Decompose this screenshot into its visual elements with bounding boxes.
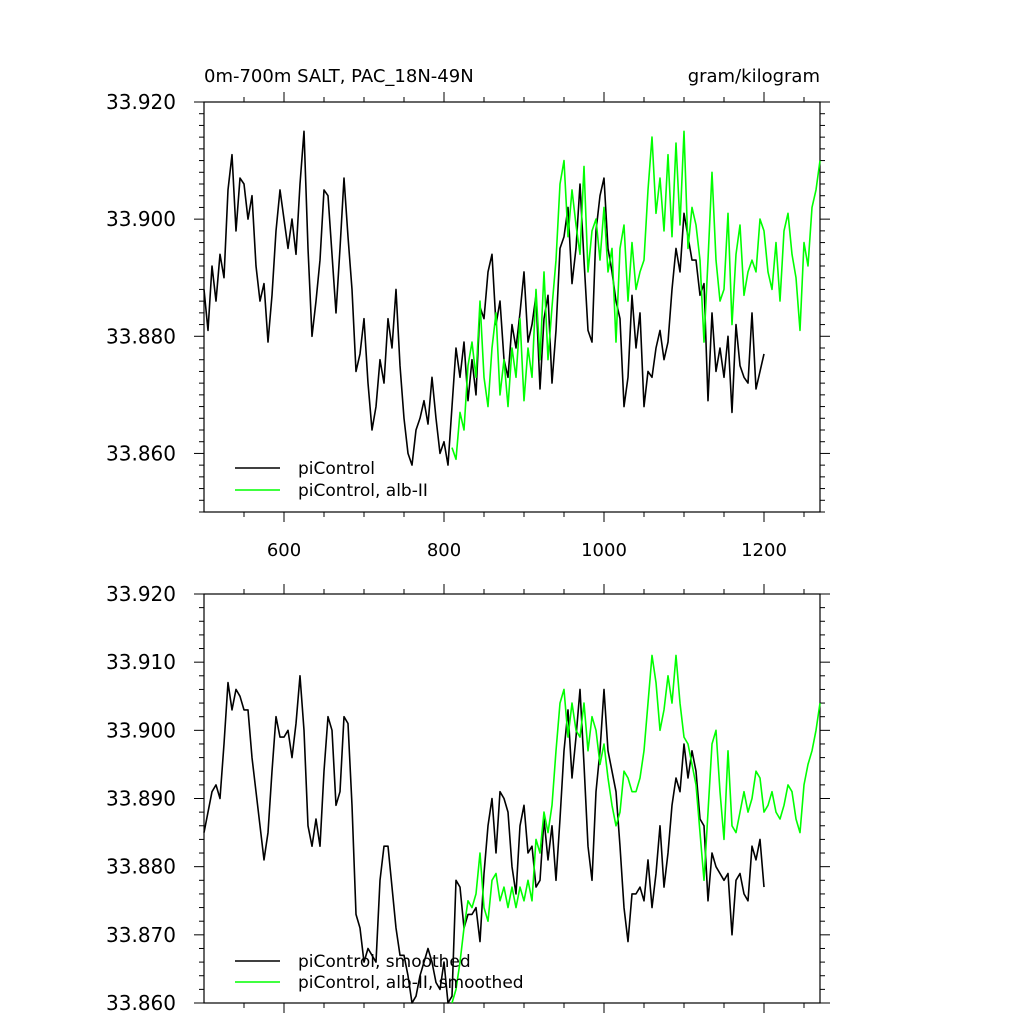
y-tick-label: 33.880 [106, 855, 176, 879]
legend-bottom: piControl, smoothed piControl, alb-II, s… [235, 952, 524, 993]
plot-frame [203, 101, 821, 513]
legend-label-alb-ii: piControl, alb-II [298, 481, 428, 501]
chart-units: gram/kilogram [688, 66, 820, 87]
y-tick-label: 33.900 [106, 718, 176, 742]
chart-title: 0m-700m SALT, PAC_18N-49N [204, 66, 474, 87]
y-tick-label: 33.920 [106, 90, 176, 114]
y-tick-label: 33.860 [106, 991, 176, 1015]
y-tick-label: 33.880 [106, 324, 176, 348]
series-line-alb-ii [451, 130, 821, 461]
chart-panel-bottom: 33.860 33.870 33.880 33.890 33.900 33.910 33.9… [106, 582, 830, 1015]
series-line-picontrol [203, 130, 765, 466]
y-tick-label: 33.870 [106, 923, 176, 947]
plot-frame [203, 593, 821, 1004]
legend-top: piControl piControl, alb-II [235, 459, 428, 501]
series-top [203, 130, 821, 466]
legend-label-picontrol: piControl [298, 459, 375, 479]
x-tick-label: 600 [267, 540, 301, 561]
axes-bottom: 33.860 33.870 33.880 33.890 33.900 33.910 33.9… [106, 582, 830, 1015]
y-tick-label: 33.900 [106, 207, 176, 231]
y-tick-label: 33.910 [106, 650, 176, 674]
x-tick-label: 1200 [741, 540, 787, 561]
x-tick-label: 1000 [581, 540, 627, 561]
y-tick-label: 33.860 [106, 441, 176, 465]
axes-top: 600 800 1000 1200 33.860 33.880 33.900 33.920 [106, 90, 830, 561]
y-tick-label: 33.920 [106, 582, 176, 606]
chart-panel-top: 0m-700m SALT, PAC_18N-49N gram/kilogram … [106, 66, 830, 561]
series-bottom [203, 654, 821, 1004]
legend-label-picontrol-smoothed: piControl, smoothed [298, 952, 471, 972]
legend-label-alb-ii-smoothed: piControl, alb-II, smoothed [298, 973, 524, 993]
x-tick-label: 800 [427, 540, 461, 561]
y-tick-label: 33.890 [106, 787, 176, 811]
series-line-picontrol [203, 674, 765, 1004]
series-line-alb-ii [451, 654, 821, 1004]
